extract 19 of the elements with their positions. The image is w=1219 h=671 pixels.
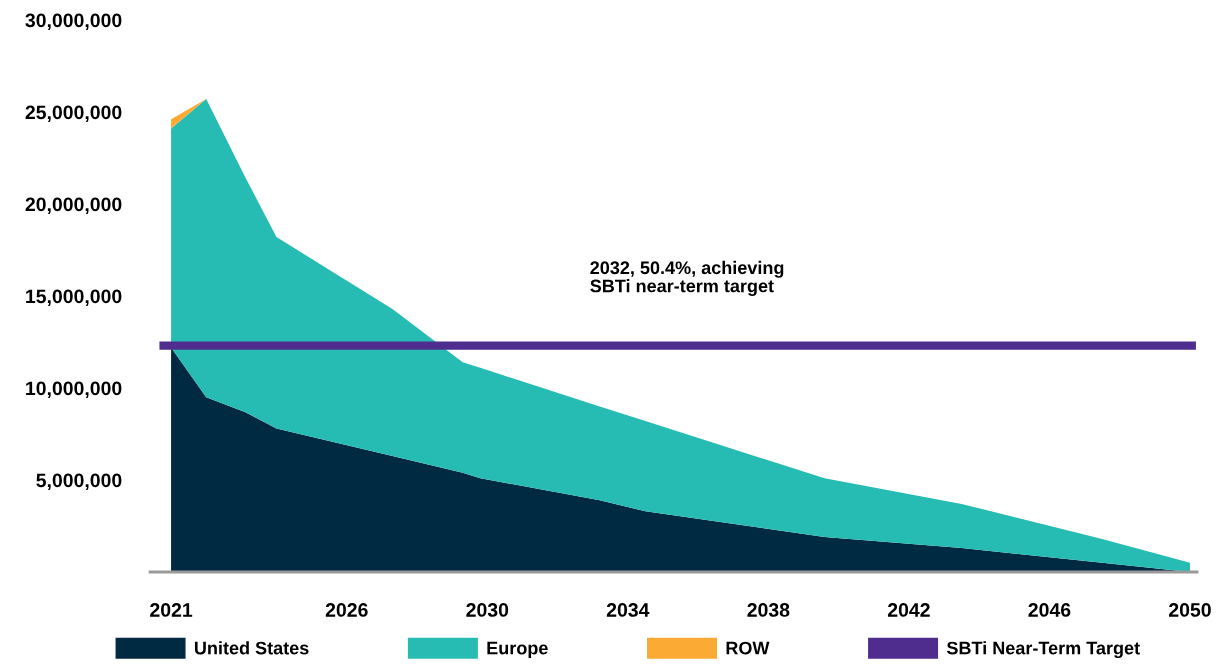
y-tick-label: 30,000,000 xyxy=(25,13,122,31)
legend-label: SBTi Near-Term Target xyxy=(946,641,1140,659)
y-tick-label: 25,000,000 xyxy=(25,105,122,123)
x-tick-label: 2034 xyxy=(606,603,650,617)
legend-label: United States xyxy=(194,641,309,655)
legend-label: ROW xyxy=(726,641,770,655)
y-tick-label: 5,000,000 xyxy=(36,473,122,491)
x-tick-label: 2030 xyxy=(466,603,509,617)
x-tick-label: 2026 xyxy=(325,603,368,617)
y-tick-label: 10,000,000 xyxy=(26,381,122,399)
legend-label: Europe xyxy=(487,641,548,659)
y-tick-label: 20,000,000 xyxy=(25,197,122,215)
x-tick-label: 2046 xyxy=(1028,603,1071,617)
y-tick-label: 15,000,000 xyxy=(26,289,122,307)
x-tick-label: 2042 xyxy=(887,603,930,617)
x-tick-label: 2050 xyxy=(1169,603,1211,617)
annotation: 2032, 50.4%, achieving SBTi near-term target xyxy=(590,260,784,296)
x-tick-label: 2021 xyxy=(150,603,193,617)
x-tick-label: 2038 xyxy=(747,603,790,617)
